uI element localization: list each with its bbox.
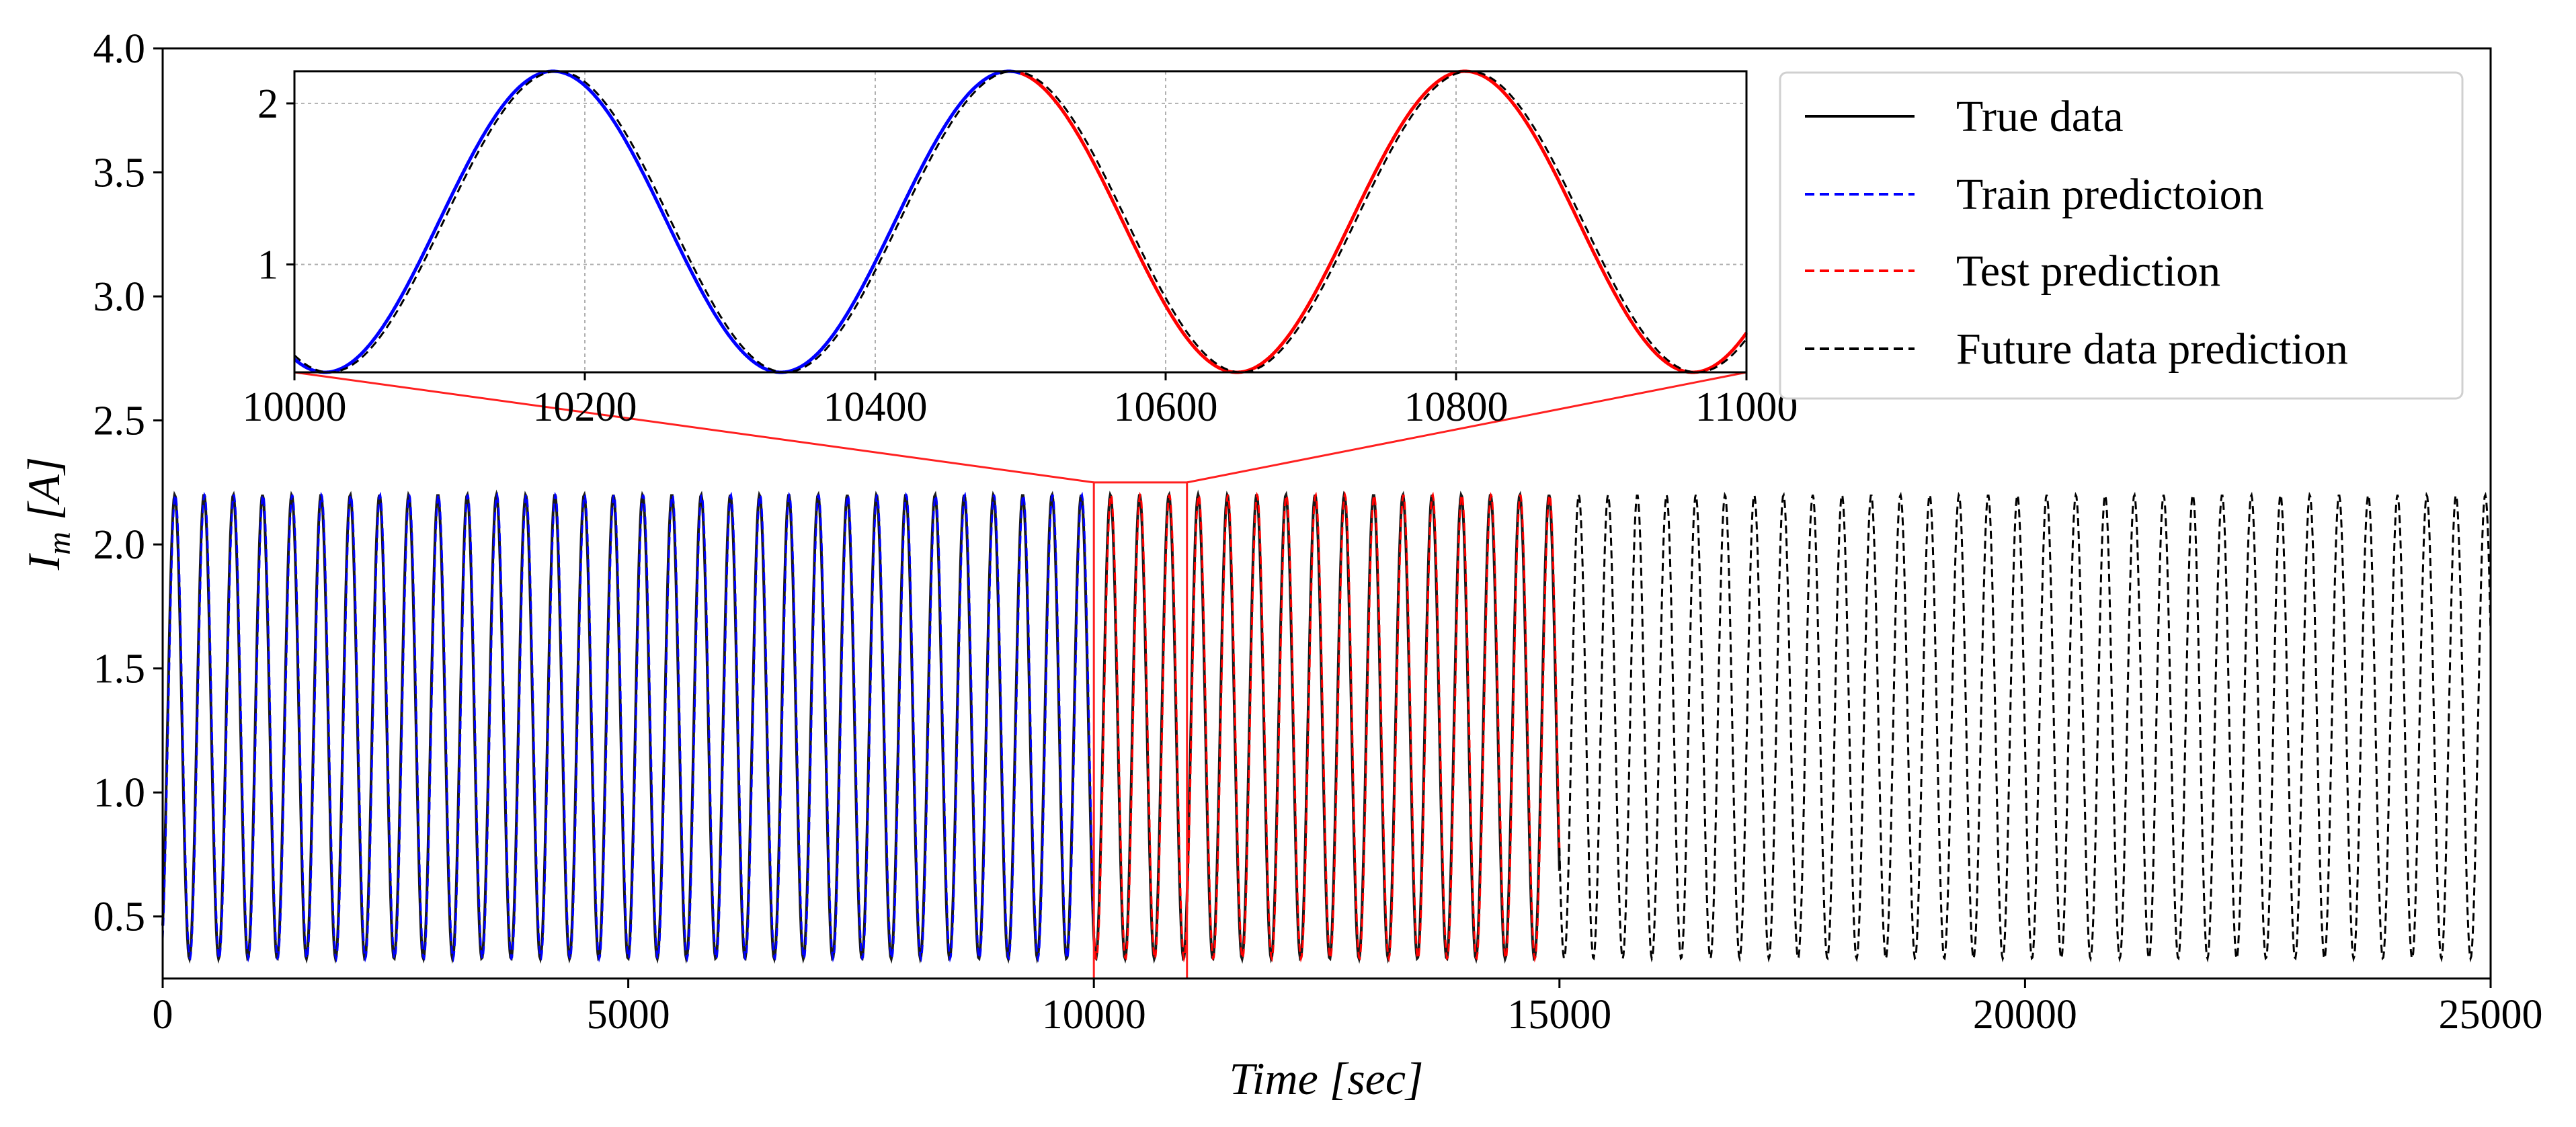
x-tick-label: 25000 bbox=[2439, 992, 2543, 1038]
legend-box bbox=[1779, 71, 2464, 400]
y-tick-label: 3.0 bbox=[93, 274, 146, 320]
zoom-connector-right bbox=[1186, 371, 1747, 484]
x-tick-label: 20000 bbox=[1973, 992, 2077, 1038]
inset-frame bbox=[293, 70, 1748, 374]
y-tick-label: 3.5 bbox=[93, 151, 146, 196]
main-series-layer bbox=[161, 489, 2492, 964]
main-axis-ticks: 0 5000 10000 15000 20000 25000 0.5 1.0 1.5 2.0 2.5… bbox=[93, 26, 2543, 1038]
main-plot-frame bbox=[161, 47, 2492, 980]
legend-label-train-prediction: Train predictoion bbox=[1956, 170, 2264, 219]
inset-y-tick-label: 2 bbox=[257, 81, 278, 127]
main-series-test-prediction bbox=[1092, 491, 1561, 963]
legend-label-future-prediction: Future data prediction bbox=[1956, 325, 2348, 374]
y-tick-label: 0.5 bbox=[93, 894, 146, 940]
inset-x-tick-label: 10800 bbox=[1404, 384, 1508, 430]
y-tick-label: 2.0 bbox=[93, 522, 146, 568]
inset-train-prediction bbox=[293, 69, 1021, 374]
x-tick-label: 10000 bbox=[1042, 992, 1146, 1038]
inset-x-tick-label: 10000 bbox=[243, 384, 347, 430]
inset-x-tick-label: 10600 bbox=[1114, 384, 1218, 430]
legend-label-true-data: True data bbox=[1956, 92, 2124, 141]
inset-y-tick-label: 1 bbox=[257, 242, 278, 288]
x-tick-label: 5000 bbox=[587, 992, 670, 1038]
zoom-connector-left bbox=[294, 371, 1094, 484]
x-tick-label: 0 bbox=[153, 992, 173, 1038]
x-tick-label: 15000 bbox=[1507, 992, 1611, 1038]
y-tick-label: 1.5 bbox=[93, 646, 146, 692]
y-tick-label: 1.0 bbox=[93, 770, 146, 816]
legend-entry-true-data: True data bbox=[1805, 92, 2124, 141]
legend-entry-test-prediction: Test prediction bbox=[1805, 247, 2220, 296]
y-tick-label: 4.0 bbox=[93, 26, 146, 72]
main-series-future-data-prediction bbox=[1558, 491, 2492, 963]
inset-x-tick-label: 10200 bbox=[533, 384, 637, 430]
inset-x-tick-label: 10400 bbox=[823, 384, 928, 430]
legend-entry-future-prediction: Future data prediction bbox=[1805, 325, 2348, 374]
legend-entry-train-prediction: Train predictoion bbox=[1805, 170, 2264, 219]
svg-text:Im [A]: Im [A] bbox=[18, 457, 77, 571]
y-tick-label: 2.5 bbox=[93, 399, 146, 444]
inset-background bbox=[294, 71, 1746, 372]
y-axis-label: Im [A] bbox=[18, 457, 77, 571]
x-axis-label: Time [sec] bbox=[1230, 1053, 1424, 1104]
legend: True data Train predictoion Test predict… bbox=[1779, 71, 2464, 400]
legend-label-test-prediction: Test prediction bbox=[1956, 247, 2220, 296]
inset-test-prediction bbox=[1020, 69, 1748, 374]
